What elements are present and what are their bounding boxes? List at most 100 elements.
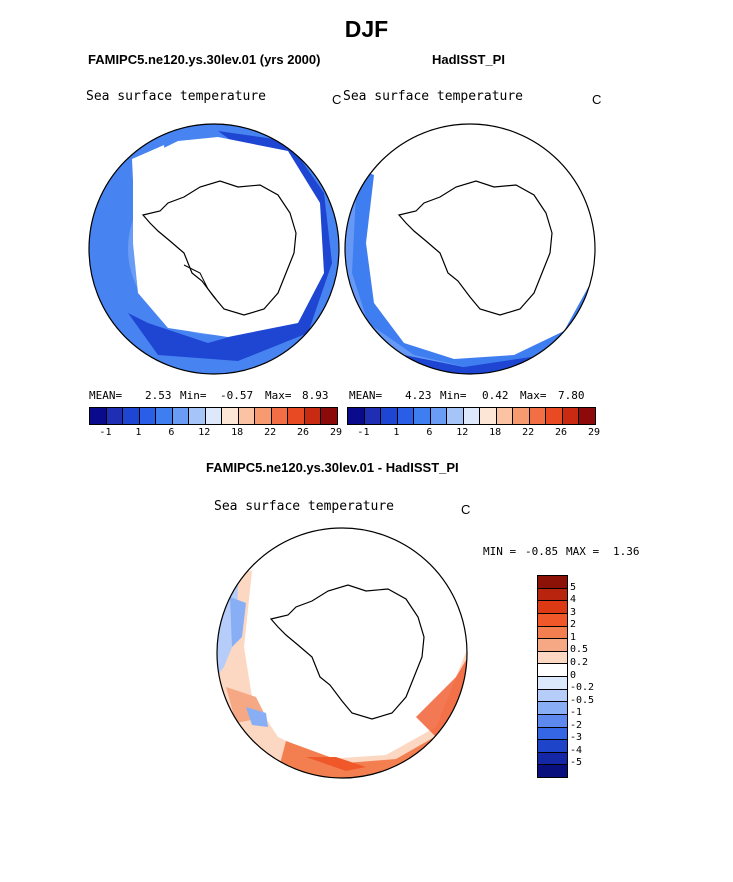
diff-colorbar-swatch <box>538 613 567 627</box>
colorbar-swatch <box>288 408 305 424</box>
colorbar-tick-label: 12 <box>198 427 211 438</box>
right-max-label: Max= <box>520 389 547 402</box>
diff-colorbar-tick-label: -5 <box>570 757 583 769</box>
colorbar-swatch <box>238 408 256 424</box>
colorbar-swatch <box>172 408 190 424</box>
left-max-value: 8.93 <box>302 389 329 402</box>
diff-max-label: MAX = <box>566 545 600 558</box>
colorbar-swatch <box>205 408 223 424</box>
diff-colorbar-swatch <box>538 651 567 665</box>
colorbar-swatch <box>496 408 514 424</box>
colorbar-tick-label: 26 <box>555 427 568 438</box>
diff-colorbar-tick-label: 2 <box>570 619 577 631</box>
colorbar-tick-label: 6 <box>168 427 175 438</box>
diff-colorbar-tick-label: 3 <box>570 606 577 618</box>
colorbar-swatch <box>321 408 337 424</box>
diff-colorbar-tick-label: 0.5 <box>570 644 589 656</box>
colorbar-tick-label: 18 <box>489 427 502 438</box>
left-mean-value: 2.53 <box>145 389 172 402</box>
colorbar-swatch <box>106 408 124 424</box>
left-units-label: C <box>332 92 342 107</box>
diff-colorbar-tick-label: 0.2 <box>570 656 589 668</box>
left-panel-header: FAMIPC5.ne120.ys.30lev.01 (yrs 2000) <box>88 52 321 67</box>
diff-colorbar-swatch <box>538 689 567 703</box>
right-units-label: C <box>592 92 602 107</box>
diff-colorbar-tick-label: -3 <box>570 732 583 744</box>
colorbar-tick-label: -1 <box>357 427 370 438</box>
colorbar-tick-label: 29 <box>587 427 601 438</box>
colorbar-tick-label: 12 <box>456 427 469 438</box>
right-max-value: 7.80 <box>558 389 585 402</box>
colorbar-swatch <box>579 408 595 424</box>
right-min-label: Min= <box>440 389 467 402</box>
colorbar-swatch <box>447 408 464 424</box>
left-max-label: Max= <box>265 389 292 402</box>
left-variable-label: Sea surface temperature <box>86 89 267 104</box>
left-min-value: -0.57 <box>220 389 254 402</box>
diff-colorbar-tick-label: -2 <box>570 719 583 731</box>
colorbar-swatch <box>139 408 157 424</box>
diff-colorbar-swatch <box>538 588 567 602</box>
diff-colorbar-swatch <box>538 727 567 741</box>
diff-colorbar-tick-label: 4 <box>570 594 577 606</box>
diff-colorbar-swatch <box>538 740 567 753</box>
colorbar-tick-label: -1 <box>99 427 112 438</box>
colorbar-swatch <box>156 408 173 424</box>
left-colorbar <box>89 407 338 425</box>
diff-colorbar-swatch <box>538 576 567 589</box>
diff-colorbar-swatch <box>538 626 567 640</box>
colorbar-tick-label: 18 <box>231 427 244 438</box>
colorbar-tick-label: 22 <box>522 427 535 438</box>
diff-colorbar-swatch <box>538 714 567 728</box>
right-mean-value: 4.23 <box>405 389 432 402</box>
colorbar-swatch <box>430 408 448 424</box>
diff-colorbar-tick-label: 0 <box>570 669 577 681</box>
colorbar-tick-label: 22 <box>264 427 277 438</box>
diff-colorbar-swatch <box>538 639 567 652</box>
left-sst-map <box>88 123 340 375</box>
colorbar-swatch <box>90 408 107 424</box>
colorbar-swatch <box>463 408 481 424</box>
colorbar-swatch <box>562 408 580 424</box>
diff-panel-header: FAMIPC5.ne120.ys.30lev.01 - HadISST_PI <box>206 460 459 475</box>
colorbar-swatch <box>397 408 415 424</box>
diff-variable-label: Sea surface temperature <box>214 499 395 514</box>
diff-colorbar-tick-label: 5 <box>570 581 577 593</box>
diff-colorbar-tick-label: -0.5 <box>570 694 595 706</box>
colorbar-swatch <box>364 408 382 424</box>
diff-colorbar-swatch <box>538 702 567 715</box>
diff-min-value: -0.85 <box>525 545 559 558</box>
left-mean-label: MEAN= <box>89 389 123 402</box>
colorbar-swatch <box>255 408 272 424</box>
diff-min-label: MIN = <box>483 545 517 558</box>
right-variable-label: Sea surface temperature <box>343 89 524 104</box>
diff-colorbar-tick-label: 1 <box>570 631 577 643</box>
diff-colorbar-tick-label: -4 <box>570 744 583 756</box>
colorbar-swatch <box>381 408 398 424</box>
diff-colorbar-swatch <box>538 601 567 614</box>
right-panel-header: HadISST_PI <box>432 52 505 67</box>
diff-max-value: 1.36 <box>613 545 640 558</box>
colorbar-swatch <box>513 408 530 424</box>
colorbar-swatch <box>414 408 431 424</box>
figure-title: DJF <box>344 16 389 42</box>
colorbar-tick-label: 29 <box>329 427 343 438</box>
colorbar-swatch <box>480 408 497 424</box>
diff-colorbar-tick-label: -1 <box>570 707 583 719</box>
colorbar-tick-label: 6 <box>426 427 433 438</box>
colorbar-swatch <box>529 408 547 424</box>
right-mean-label: MEAN= <box>349 389 383 402</box>
left-min-label: Min= <box>180 389 207 402</box>
diff-colorbar-swatch <box>538 677 567 690</box>
colorbar-swatch <box>189 408 206 424</box>
colorbar-swatch <box>304 408 322 424</box>
colorbar-tick-label: 26 <box>297 427 310 438</box>
colorbar-swatch <box>271 408 289 424</box>
diff-colorbar-swatch <box>538 664 567 677</box>
colorbar-tick-label: 1 <box>135 427 142 438</box>
right-colorbar <box>347 407 596 425</box>
colorbar-swatch <box>123 408 140 424</box>
colorbar-swatch <box>222 408 239 424</box>
diff-colorbar <box>537 575 568 778</box>
diff-colorbar-swatch <box>538 752 567 766</box>
